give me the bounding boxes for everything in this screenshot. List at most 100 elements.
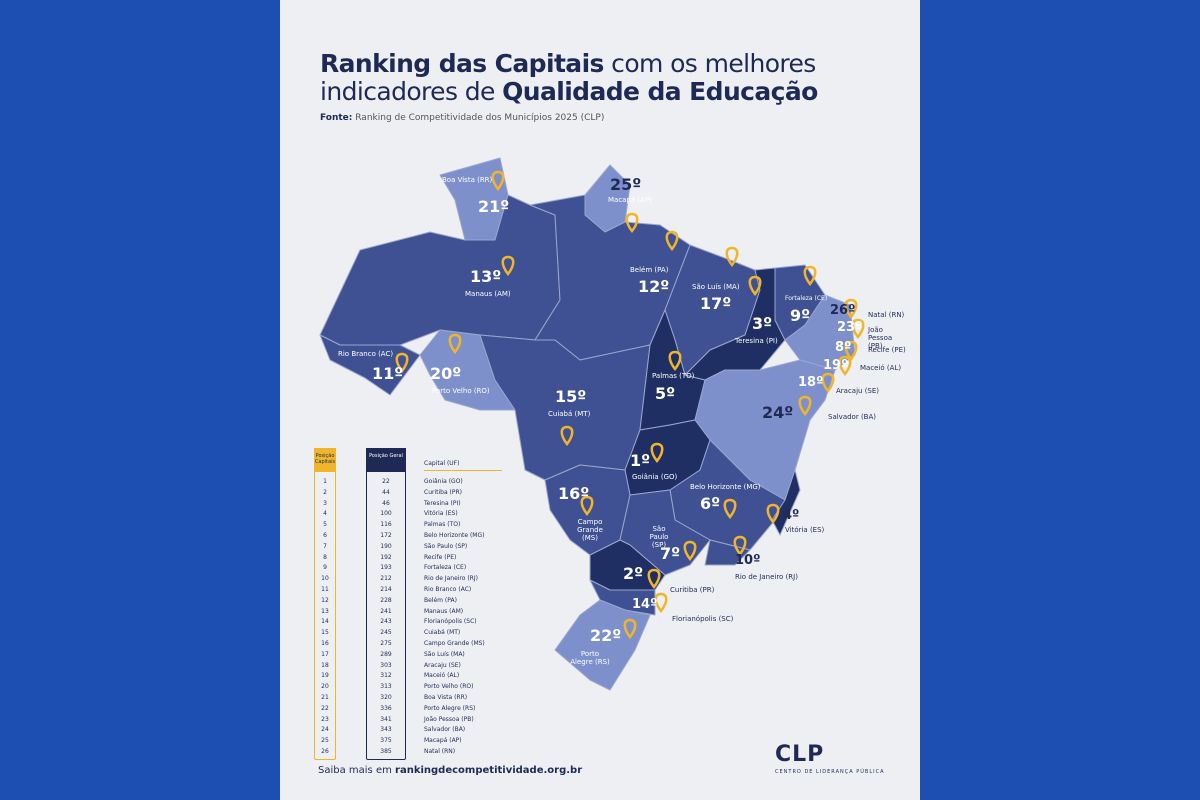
- rank-capitais: 25: [321, 737, 329, 745]
- table-row: 4 100 Vitória (ES): [314, 510, 514, 521]
- rank-geral: 190: [380, 542, 392, 550]
- source-label: Fonte:: [320, 113, 353, 123]
- table-row: 15 245 Cuiabá (MT): [314, 629, 514, 640]
- city-label: Goiânia (GO): [632, 473, 678, 481]
- rank-label: 11º: [372, 364, 404, 383]
- table-row: 18 303 Aracaju (SE): [314, 662, 514, 673]
- capital-name: Curitiba (PR): [424, 488, 463, 496]
- rank-geral: 289: [380, 650, 392, 658]
- rank-label: 22º: [590, 626, 622, 645]
- location-pin-icon: [654, 592, 668, 614]
- rank-capitais: 15: [321, 629, 329, 637]
- rank-capitais: 14: [321, 618, 329, 626]
- rank-geral: 243: [380, 618, 392, 626]
- rank-capitais: 21: [321, 694, 329, 701]
- rank-capitais: 22: [321, 704, 329, 712]
- city-label: Curitiba (PR): [670, 586, 715, 594]
- rank-label: 13º: [470, 267, 502, 286]
- capital-name: Belém (PA): [424, 596, 457, 604]
- rank-capitais: 2: [323, 488, 327, 496]
- table-row: 24 343 Salvador (BA): [314, 726, 514, 737]
- brazil-map: [319, 157, 865, 691]
- capital-name: Teresina (PI): [424, 499, 461, 507]
- logo-subtitle: CENTRO DE LIDERANÇA PÚBLICA: [775, 769, 885, 775]
- capital-name: Salvador (BA): [424, 726, 466, 734]
- rank-geral: 343: [380, 726, 392, 734]
- capital-name: Manaus (AM): [424, 607, 464, 615]
- rank-capitais: 13: [321, 607, 329, 615]
- city-label: Belém (PA): [630, 266, 669, 274]
- rank-label: 10º: [735, 553, 761, 568]
- city-label: Fortaleza (CE): [785, 295, 828, 302]
- location-pin-icon: [647, 568, 661, 590]
- rank-label: 2º: [623, 564, 644, 583]
- clp-logo: CLP CENTRO DE LIDERANÇA PÚBLICA: [775, 742, 885, 775]
- location-pin-icon: [650, 442, 664, 464]
- rank-geral: 385: [380, 748, 392, 755]
- rank-capitais: 4: [323, 510, 327, 518]
- header-posicao-geral: Posição Geral: [366, 448, 406, 472]
- capital-name: Porto Velho (RO): [424, 683, 474, 691]
- location-pin-icon: [501, 255, 515, 277]
- rank-capitais: 1: [323, 478, 327, 485]
- table-row: 17 289 São Luís (MA): [314, 651, 514, 662]
- title-part-2: indicadores de: [320, 77, 503, 106]
- capital-name: Porto Alegre (RS): [424, 704, 476, 712]
- table-row: 16 275 Campo Grande (MS): [314, 640, 514, 651]
- city-label: Natal (RN): [868, 311, 905, 319]
- table-row: 12 228 Belém (PA): [314, 597, 514, 608]
- location-pin-icon: [733, 535, 747, 557]
- capital-name: Rio Branco (AC): [424, 586, 472, 593]
- state-es: [771, 469, 801, 536]
- capital-name: Florianópolis (SC): [424, 618, 477, 626]
- rank-capitais: 17: [321, 650, 329, 658]
- rank-geral: 193: [380, 564, 392, 572]
- table-row: 2 44 Curitiba (PR): [314, 489, 514, 500]
- table-row: 25 375 Macapá (AP): [314, 737, 514, 748]
- rank-capitais: 5: [323, 521, 327, 529]
- rank-label: 4º: [783, 508, 800, 523]
- rank-capitais: 12: [321, 596, 329, 604]
- city-label: Rio de Janeiro (RJ): [735, 573, 798, 581]
- location-pin-icon: [683, 540, 697, 562]
- table-row: 7 190 São Paulo (SP): [314, 543, 514, 554]
- rank-geral: 46: [382, 499, 390, 507]
- city-label: João Pessoa (PB): [868, 326, 893, 350]
- location-pin-icon: [560, 425, 574, 447]
- rank-capitais: 26: [321, 748, 329, 755]
- rank-label: 18º: [798, 375, 824, 390]
- table-row: 11 214 Rio Branco (AC): [314, 586, 514, 597]
- state-rs: [554, 599, 651, 691]
- capital-name: Vitória (ES): [424, 510, 458, 518]
- table-row: 5 116 Palmas (TO): [314, 521, 514, 532]
- rank-capitais: 24: [321, 726, 329, 734]
- city-label: Salvador (BA): [828, 413, 876, 421]
- city-label: Teresina (PI): [735, 337, 778, 345]
- city-label: Belo Horizonte (MG): [690, 483, 761, 491]
- table-row: 1 22 Goiânia (GO): [314, 478, 514, 489]
- location-pin-icon: [668, 350, 682, 372]
- location-pin-icon: [838, 355, 852, 377]
- state-am: [319, 194, 561, 346]
- rank-geral: 116: [380, 521, 392, 529]
- capital-name: Cuiabá (MT): [424, 629, 461, 637]
- city-label: Palmas (TO): [652, 372, 695, 380]
- city-label: Florianópolis (SC): [672, 615, 734, 623]
- capital-name: Aracaju (SE): [424, 661, 461, 669]
- city-label: Porto Velho (RO): [432, 387, 490, 395]
- capital-name: Palmas (TO): [424, 521, 461, 529]
- footer-link[interactable]: Saiba mais em rankingdecompetitividade.o…: [318, 765, 582, 776]
- location-pin-icon: [725, 246, 739, 268]
- location-pin-icon: [748, 275, 762, 297]
- capital-name: Macapá (AP): [424, 737, 462, 745]
- rank-capitais: 6: [323, 532, 327, 539]
- location-pin-icon: [395, 352, 409, 374]
- location-pin-icon: [844, 340, 858, 362]
- table-row: 22 336 Porto Alegre (RS): [314, 705, 514, 716]
- location-pin-icon: [803, 265, 817, 287]
- location-pin-icon: [821, 372, 835, 394]
- capital-name: São Paulo (SP): [424, 542, 468, 550]
- rank-geral: 22: [382, 478, 390, 485]
- capital-name: Recife (PE): [424, 553, 457, 561]
- footer-url[interactable]: rankingdecompetitividade.org.br: [395, 765, 583, 776]
